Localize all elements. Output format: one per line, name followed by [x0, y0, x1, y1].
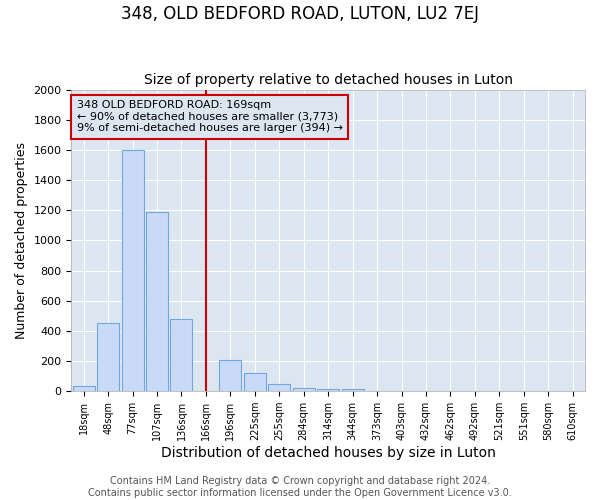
- Bar: [268, 384, 290, 391]
- Text: Contains HM Land Registry data © Crown copyright and database right 2024.
Contai: Contains HM Land Registry data © Crown c…: [88, 476, 512, 498]
- Bar: [317, 389, 339, 391]
- Bar: [293, 388, 315, 391]
- Title: Size of property relative to detached houses in Luton: Size of property relative to detached ho…: [144, 73, 513, 87]
- Bar: [97, 324, 119, 391]
- Bar: [341, 389, 364, 391]
- Bar: [73, 386, 95, 391]
- Text: 348 OLD BEDFORD ROAD: 169sqm
← 90% of detached houses are smaller (3,773)
9% of : 348 OLD BEDFORD ROAD: 169sqm ← 90% of de…: [77, 100, 343, 134]
- Y-axis label: Number of detached properties: Number of detached properties: [15, 142, 28, 339]
- Bar: [220, 360, 241, 391]
- Bar: [170, 319, 193, 391]
- Bar: [146, 212, 168, 391]
- X-axis label: Distribution of detached houses by size in Luton: Distribution of detached houses by size …: [161, 446, 496, 460]
- Bar: [244, 373, 266, 391]
- Bar: [122, 150, 143, 391]
- Text: 348, OLD BEDFORD ROAD, LUTON, LU2 7EJ: 348, OLD BEDFORD ROAD, LUTON, LU2 7EJ: [121, 5, 479, 23]
